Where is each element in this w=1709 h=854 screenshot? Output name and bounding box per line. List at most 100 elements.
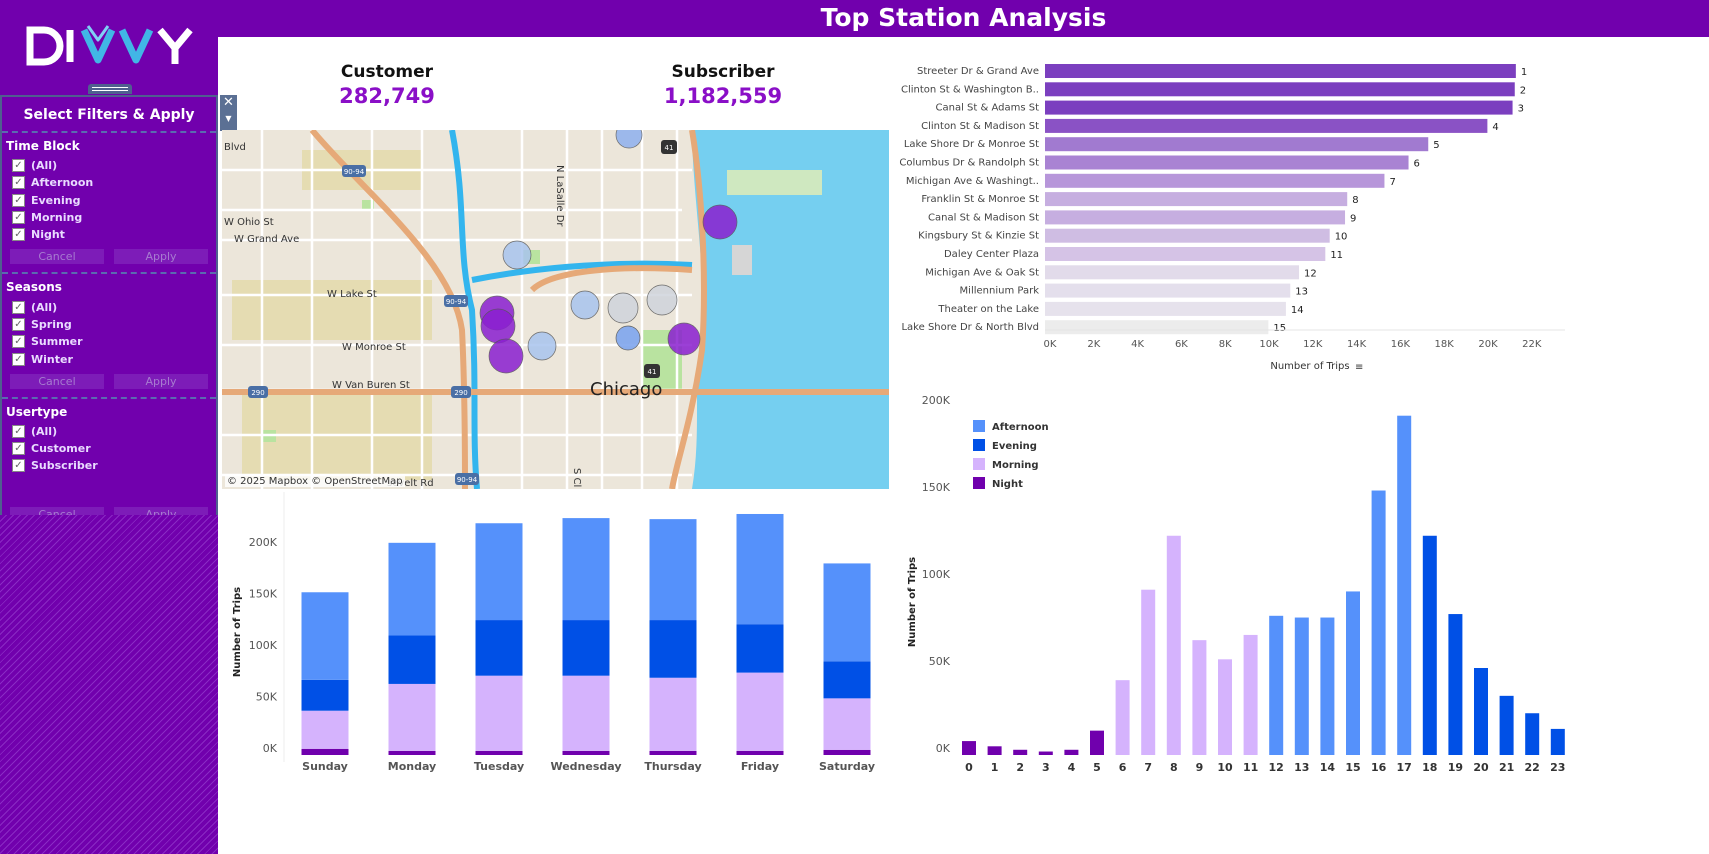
station-bar xyxy=(1045,192,1348,207)
highway-shield: 290 xyxy=(248,386,268,398)
x-tick-label: 0 xyxy=(965,761,973,774)
filter-option-label: Subscriber xyxy=(31,459,98,473)
station-marker[interactable] xyxy=(615,325,641,351)
checkbox-checked-icon[interactable]: ✓ xyxy=(12,317,25,331)
station-bar xyxy=(1045,301,1286,316)
map-label: sevelt Rd xyxy=(387,478,434,489)
map-canvas[interactable]: Blvd W Ohio St W Grand Ave W Lake St W M… xyxy=(222,130,889,489)
checkbox-checked-icon[interactable]: ✓ xyxy=(12,176,25,190)
bar-segment-night xyxy=(301,748,349,755)
checkbox-checked-icon[interactable]: ✓ xyxy=(12,459,25,473)
svg-text:290: 290 xyxy=(251,389,264,397)
y-tick-label: 100K xyxy=(249,639,278,652)
checkbox-checked-icon[interactable]: ✓ xyxy=(12,335,25,349)
filter-option[interactable]: ✓ Evening xyxy=(2,192,216,209)
filter-option[interactable]: ✓ Afternoon xyxy=(2,174,216,191)
station-bar xyxy=(1045,64,1516,78)
station-marker[interactable] xyxy=(502,240,532,270)
checkbox-checked-icon[interactable]: ✓ xyxy=(12,159,25,173)
bar-segment-night xyxy=(736,750,784,755)
checkbox-checked-icon[interactable]: ✓ xyxy=(12,352,25,366)
hour-bar xyxy=(962,741,976,755)
filter-option[interactable]: ✓ Customer xyxy=(2,440,216,457)
dropdown-arrow-icon[interactable]: ▼ xyxy=(225,114,232,123)
bar-segment-night xyxy=(649,750,697,755)
rank-label: 2 xyxy=(1520,85,1526,96)
apply-button[interactable]: Apply xyxy=(114,249,208,265)
station-marker[interactable] xyxy=(570,290,600,320)
bar-segment-morning xyxy=(736,672,784,751)
hour-bar xyxy=(1448,614,1463,755)
x-tick-label: 15 xyxy=(1345,761,1360,774)
filter-option[interactable]: ✓ Morning xyxy=(2,209,216,226)
filter-option[interactable]: ✓ Summer xyxy=(2,333,216,350)
x-tick-label: 13 xyxy=(1294,761,1309,774)
bar-segment-afternoon xyxy=(649,519,697,621)
bar-segment-morning xyxy=(301,710,349,749)
station-marker[interactable] xyxy=(646,284,678,316)
rank-label: 4 xyxy=(1492,122,1498,133)
station-marker[interactable] xyxy=(607,292,639,324)
station-map[interactable]: Blvd W Ohio St W Grand Ave W Lake St W M… xyxy=(222,130,889,489)
filter-option[interactable]: ✓ Winter xyxy=(2,350,216,367)
station-marker[interactable] xyxy=(480,308,516,344)
filter-option[interactable]: ✓ (All) xyxy=(2,298,216,315)
cancel-button[interactable]: Cancel xyxy=(10,249,104,265)
checkbox-checked-icon[interactable]: ✓ xyxy=(12,424,25,438)
x-tick-label: 3 xyxy=(1042,761,1050,774)
legend-swatch xyxy=(973,420,985,432)
map-attribution[interactable]: © 2025 Mapbox © OpenStreetMap xyxy=(225,476,405,487)
station-marker[interactable] xyxy=(488,338,524,374)
station-marker[interactable] xyxy=(702,204,738,240)
map-label: W Van Buren St xyxy=(332,380,410,391)
legend-swatch xyxy=(973,458,985,470)
highway-shield: 290 xyxy=(451,386,471,398)
station-marker[interactable] xyxy=(615,130,643,149)
sidebar: Select Filters & Apply Time Block ✓ (All) ✓… xyxy=(0,0,218,854)
close-icon[interactable]: ✕ xyxy=(223,95,234,110)
map-label: W Lake St xyxy=(327,289,377,300)
filter-option[interactable]: ✓ Subscriber xyxy=(2,457,216,474)
hour-bar xyxy=(1294,617,1309,755)
x-tick-label: 17 xyxy=(1397,761,1412,774)
filter-panel-close-button[interactable]: ✕ ▼ xyxy=(220,95,237,131)
bar-segment-evening xyxy=(388,635,436,684)
x-tick-label: 19 xyxy=(1448,761,1463,774)
station-marker[interactable] xyxy=(527,331,557,361)
bar-segment-night xyxy=(388,750,436,755)
y-axis-title: Number of Trips xyxy=(907,557,918,647)
hour-bar xyxy=(987,746,1002,755)
station-label: Michigan Ave & Washingt.. xyxy=(906,176,1039,187)
station-bar xyxy=(1045,155,1409,170)
legend-label: Morning xyxy=(992,460,1039,471)
filter-option[interactable]: ✓ (All) xyxy=(2,423,216,440)
x-tick-label: 4K xyxy=(1131,339,1144,350)
kpi-value: 1,182,559 xyxy=(663,84,783,108)
x-tick-label: 20K xyxy=(1478,339,1498,350)
checkbox-checked-icon[interactable]: ✓ xyxy=(12,300,25,314)
checkbox-checked-icon[interactable]: ✓ xyxy=(12,211,25,225)
station-label: Clinton St & Madison St xyxy=(921,121,1039,132)
station-bar xyxy=(1045,228,1330,243)
station-label: Millennium Park xyxy=(960,286,1040,297)
rank-label: 10 xyxy=(1335,232,1348,243)
filter-option[interactable]: ✓ Spring xyxy=(2,316,216,333)
filter-option[interactable]: ✓ Night xyxy=(2,226,216,243)
panel-resize-handle[interactable] xyxy=(88,84,132,94)
x-tick-label: 10 xyxy=(1217,761,1233,774)
hour-bar xyxy=(1064,749,1079,755)
bar-segment-afternoon xyxy=(301,592,349,680)
checkbox-checked-icon[interactable]: ✓ xyxy=(12,193,25,207)
checkbox-checked-icon[interactable]: ✓ xyxy=(12,228,25,242)
hour-bar xyxy=(1166,535,1181,755)
highway-shield: 90-94 xyxy=(455,473,479,485)
cancel-button[interactable]: Cancel xyxy=(10,373,104,389)
filter-option-label: Evening xyxy=(31,193,81,207)
station-marker[interactable] xyxy=(667,322,701,356)
apply-button[interactable]: Apply xyxy=(114,373,208,389)
rank-label: 14 xyxy=(1291,305,1304,316)
highway-shield: 41 xyxy=(661,140,677,154)
svg-text:290: 290 xyxy=(454,389,467,397)
checkbox-checked-icon[interactable]: ✓ xyxy=(12,442,25,456)
filter-option[interactable]: ✓ (All) xyxy=(2,157,216,174)
